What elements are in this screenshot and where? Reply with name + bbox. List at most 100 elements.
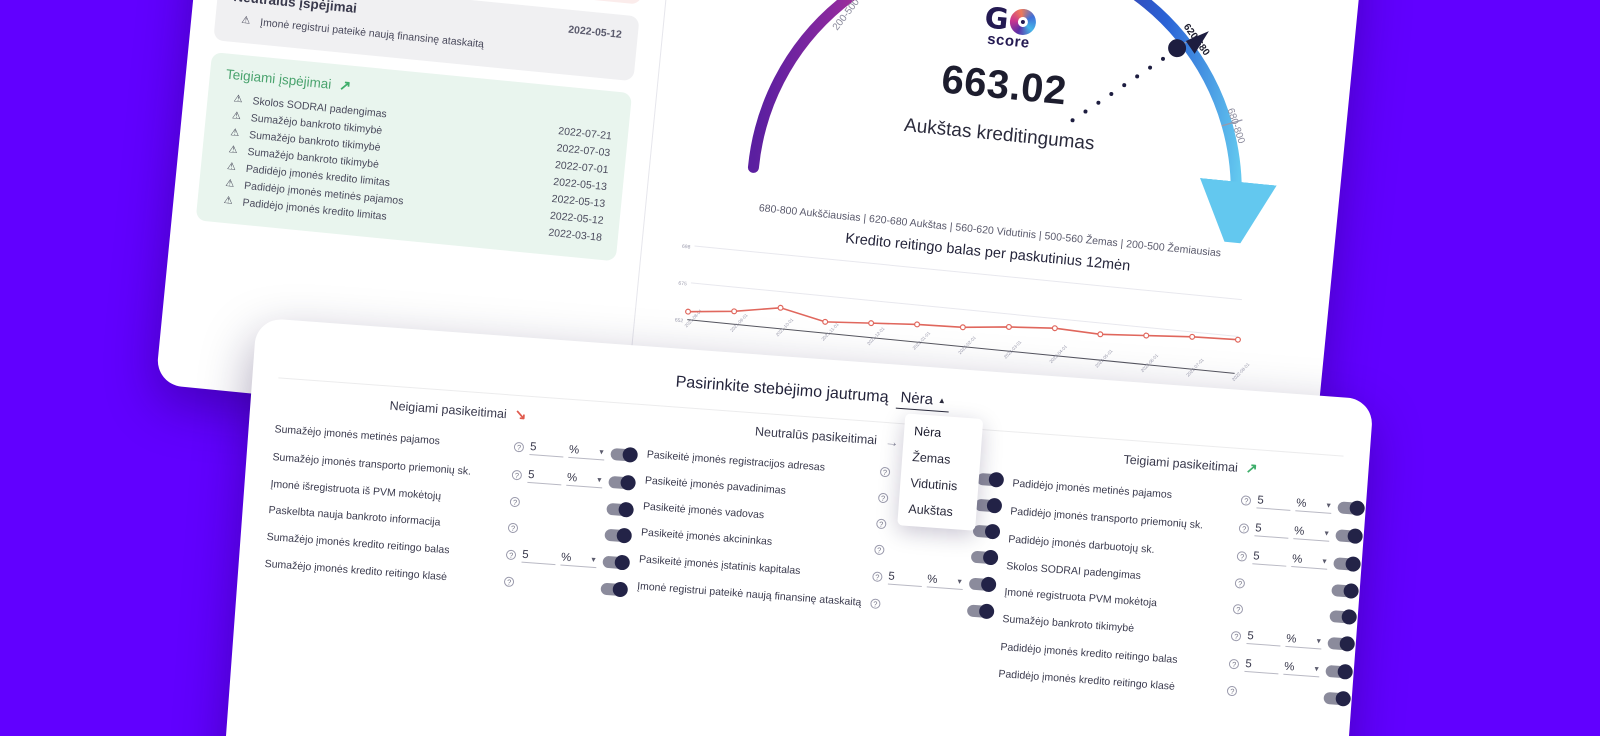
- setting-toggle[interactable]: [976, 472, 1004, 487]
- setting-toggle[interactable]: [966, 604, 994, 619]
- threshold-value[interactable]: 5: [527, 468, 563, 486]
- help-icon[interactable]: ?: [1238, 523, 1250, 534]
- setting-toggle[interactable]: [1335, 529, 1363, 544]
- neutral-warnings-date: 2022-05-12: [567, 23, 623, 41]
- chevron-down-icon: ▼: [1324, 501, 1333, 510]
- warning-date: 2022-03-18: [547, 226, 603, 244]
- help-icon[interactable]: ?: [1240, 495, 1252, 506]
- threshold-unit: %: [1295, 497, 1307, 510]
- threshold-input-group[interactable]: 5% ▼: [529, 441, 606, 461]
- arrow-up-icon: ↗: [338, 76, 352, 94]
- threshold-unit-select[interactable]: % ▼: [926, 573, 964, 591]
- dropdown-option-3[interactable]: Aukštas: [907, 501, 954, 520]
- svg-text:2022-03-01: 2022-03-01: [1003, 339, 1023, 359]
- help-icon[interactable]: ?: [1226, 685, 1238, 697]
- svg-text:698: 698: [682, 244, 691, 251]
- warning-triangle-icon: ⚠: [240, 14, 251, 27]
- svg-text:2021-11-01: 2021-11-01: [820, 321, 840, 341]
- setting-toggle[interactable]: [1331, 584, 1359, 598]
- sensitivity-select[interactable]: Nėra ▲: [895, 388, 951, 413]
- threshold-unit: %: [568, 443, 580, 457]
- setting-toggle[interactable]: [608, 475, 636, 490]
- setting-toggle[interactable]: [610, 447, 638, 462]
- help-icon[interactable]: ?: [1236, 551, 1248, 562]
- help-icon[interactable]: ?: [873, 544, 885, 556]
- setting-toggle[interactable]: [602, 555, 630, 570]
- setting-toggle[interactable]: [1325, 664, 1353, 679]
- threshold-value[interactable]: 5: [1246, 630, 1282, 647]
- threshold-input-group[interactable]: 5% ▼: [1246, 630, 1323, 650]
- setting-toggle[interactable]: [972, 524, 1000, 539]
- gauge-needle-icon: [1070, 31, 1209, 123]
- threshold-unit: %: [1283, 660, 1295, 674]
- help-icon[interactable]: ?: [503, 576, 515, 588]
- threshold-input-group[interactable]: 5% ▼: [1244, 657, 1321, 678]
- help-icon[interactable]: ?: [505, 549, 517, 561]
- threshold-unit-select[interactable]: % ▼: [566, 471, 604, 489]
- threshold-unit: %: [1293, 525, 1305, 538]
- threshold-value[interactable]: 5: [529, 441, 565, 458]
- help-icon[interactable]: ?: [869, 598, 881, 610]
- chevron-down-icon: ▼: [595, 476, 604, 484]
- help-icon[interactable]: ?: [877, 492, 889, 504]
- help-icon[interactable]: ?: [871, 571, 883, 583]
- chevron-down-icon: ▼: [1312, 665, 1321, 673]
- threshold-unit: %: [926, 573, 938, 587]
- setting-toggle[interactable]: [970, 550, 998, 565]
- score-panel: 200-500 560-620 620-680 680-800: [624, 0, 1364, 497]
- threshold-unit: %: [1291, 553, 1303, 566]
- help-icon[interactable]: ?: [509, 496, 521, 508]
- warning-triangle-icon: ⚠: [231, 110, 242, 123]
- threshold-value[interactable]: 5: [1244, 657, 1280, 675]
- help-icon[interactable]: ?: [879, 466, 891, 478]
- threshold-value[interactable]: 5: [521, 548, 557, 566]
- sensitivity-dropdown[interactable]: Nėra Žemas Vidutinis Aukštas: [897, 413, 984, 531]
- setting-toggle[interactable]: [974, 498, 1002, 513]
- positive-warnings-block: Teigiami įspėjimai ↗ ⚠ Skolos SODRAI pade…: [195, 52, 633, 262]
- threshold-unit: %: [560, 551, 572, 565]
- help-icon[interactable]: ?: [1230, 630, 1242, 642]
- threshold-input-group[interactable]: 5% ▼: [1252, 550, 1329, 570]
- setting-toggle[interactable]: [1327, 636, 1355, 651]
- help-icon[interactable]: ?: [511, 469, 523, 481]
- setting-toggle[interactable]: [606, 502, 634, 517]
- threshold-value[interactable]: 5: [1254, 522, 1290, 539]
- svg-text:2022-05-01: 2022-05-01: [1094, 348, 1114, 368]
- setting-toggle[interactable]: [604, 528, 632, 543]
- threshold-input-group[interactable]: 5% ▼: [527, 468, 604, 489]
- setting-toggle[interactable]: [1323, 691, 1351, 706]
- chevron-down-icon: ▼: [597, 448, 606, 456]
- setting-toggle[interactable]: [1337, 501, 1365, 516]
- threshold-value[interactable]: 5: [1252, 550, 1288, 567]
- warning-triangle-icon: ⚠: [224, 177, 235, 190]
- threshold-unit-select[interactable]: % ▼: [1295, 497, 1333, 514]
- setting-toggle[interactable]: [1329, 610, 1357, 624]
- threshold-unit-select[interactable]: % ▼: [568, 443, 606, 461]
- help-icon[interactable]: ?: [513, 441, 525, 453]
- threshold-unit-select[interactable]: % ▼: [1293, 525, 1331, 542]
- help-icon[interactable]: ?: [875, 518, 887, 530]
- threshold-unit-select[interactable]: % ▼: [1283, 660, 1321, 678]
- help-icon[interactable]: ?: [1228, 658, 1240, 670]
- warning-triangle-icon: ⚠: [233, 93, 244, 106]
- threshold-unit-select[interactable]: % ▼: [560, 551, 598, 569]
- threshold-input-group[interactable]: 5% ▼: [887, 570, 964, 591]
- help-icon[interactable]: ?: [1234, 578, 1246, 589]
- column-heading-label: Teigiami pasikeitimai: [1123, 452, 1239, 475]
- threshold-value[interactable]: 5: [1256, 494, 1292, 511]
- threshold-input-group[interactable]: 5% ▼: [521, 548, 598, 569]
- threshold-input-group[interactable]: 5% ▼: [1256, 494, 1333, 514]
- setting-toggle[interactable]: [600, 582, 628, 597]
- chevron-down-icon: ▼: [955, 578, 964, 586]
- threshold-unit-select[interactable]: % ▼: [1285, 632, 1323, 650]
- help-icon[interactable]: ?: [1232, 603, 1244, 615]
- threshold-input-group[interactable]: 5% ▼: [1254, 522, 1331, 542]
- help-icon[interactable]: ?: [507, 522, 519, 534]
- threshold-unit-select[interactable]: % ▼: [1291, 553, 1329, 570]
- setting-toggle[interactable]: [968, 577, 996, 592]
- setting-toggle[interactable]: [1333, 557, 1361, 572]
- arrow-right-icon: →: [884, 432, 900, 450]
- threshold-value[interactable]: 5: [887, 570, 923, 588]
- sensitivity-value: Nėra: [899, 389, 934, 409]
